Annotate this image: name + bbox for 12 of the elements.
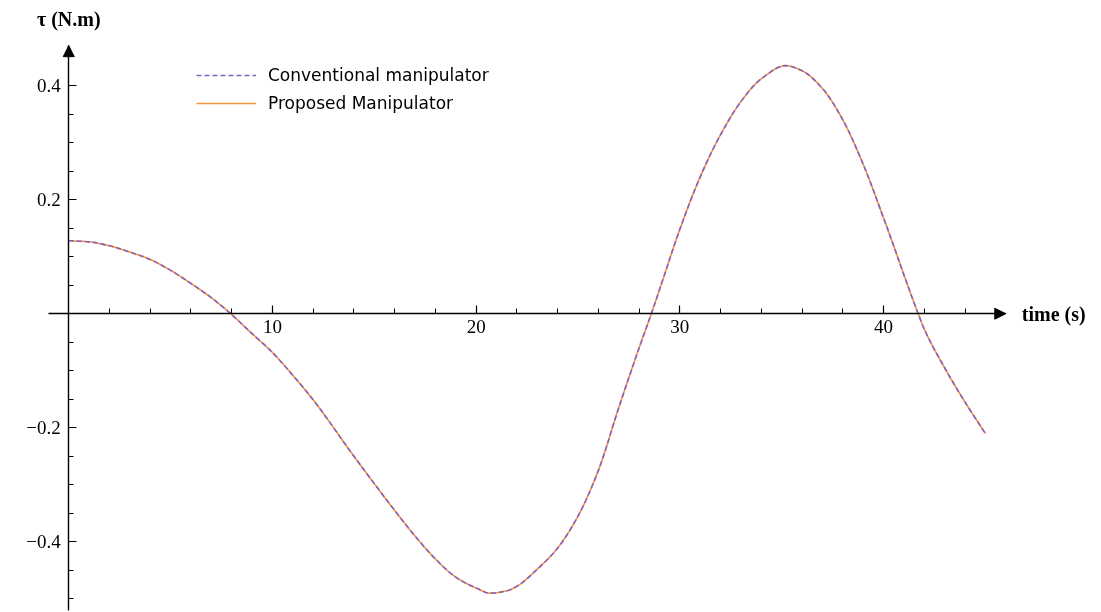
x-tick-label: 10 <box>262 315 282 337</box>
y-axis-title: τ (N.m) <box>36 7 101 31</box>
legend-label: Conventional manipulator <box>268 65 489 85</box>
x-tick-label: 30 <box>670 315 690 337</box>
y-tick-label: −0.4 <box>26 531 62 553</box>
y-tick-label: −0.2 <box>26 417 61 439</box>
y-tick-label: 0.4 <box>36 75 62 97</box>
x-axis-title: time (s) <box>1021 302 1086 326</box>
y-tick-label: 0.2 <box>36 189 61 211</box>
legend-label: Proposed Manipulator <box>268 93 454 113</box>
x-tick-label: 20 <box>466 315 486 337</box>
x-tick-label: 40 <box>874 315 894 337</box>
